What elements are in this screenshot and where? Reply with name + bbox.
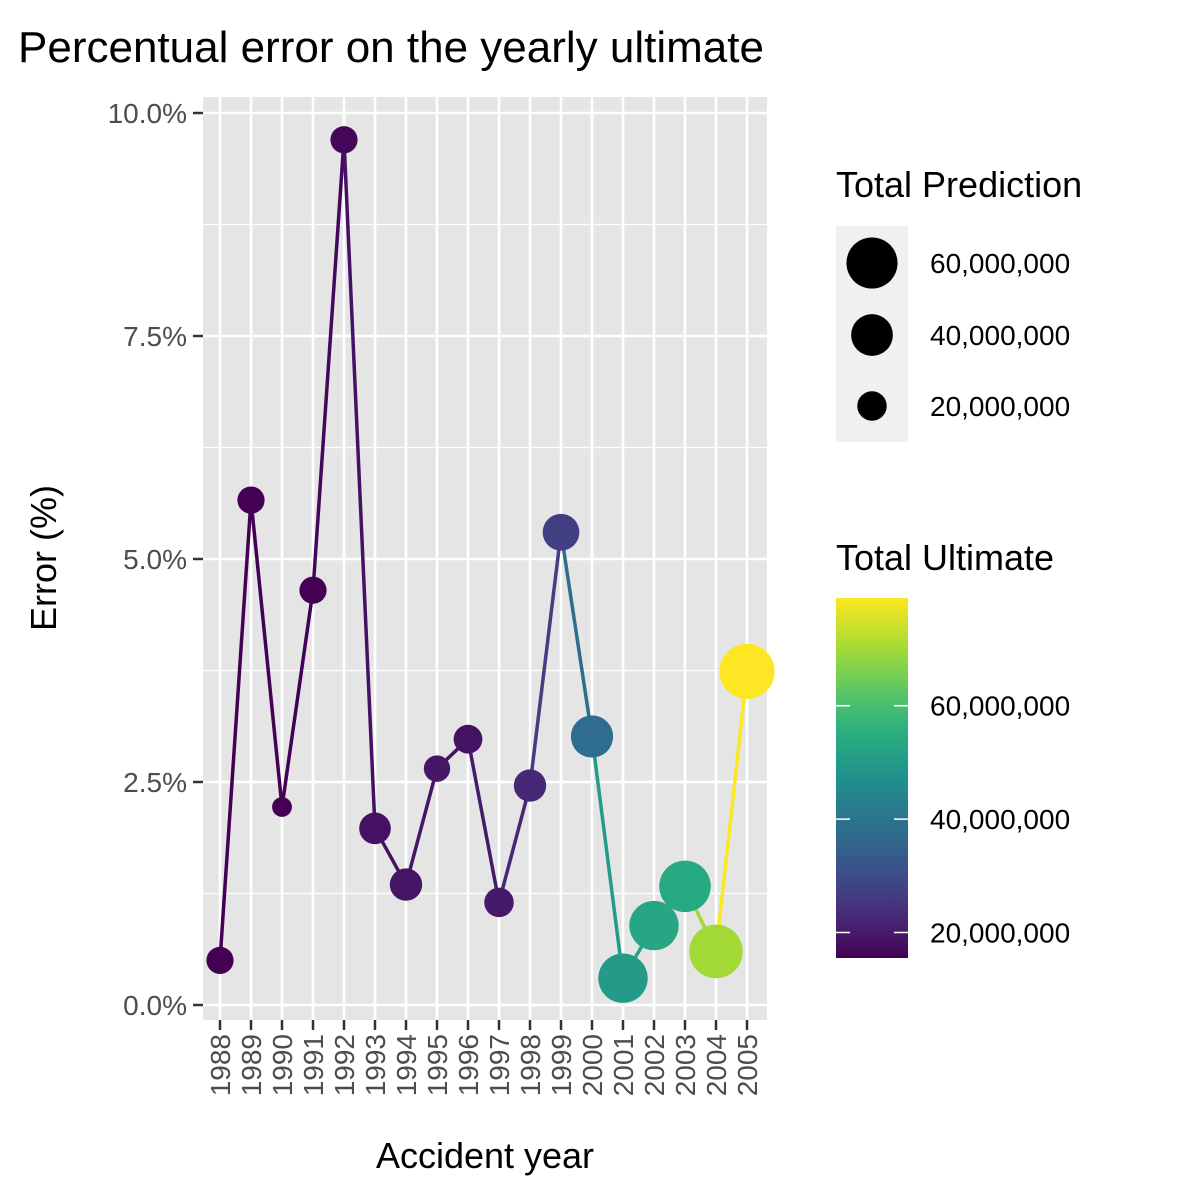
legend-color-label: 60,000,000 bbox=[930, 691, 1070, 722]
chart-title: Percentual error on the yearly ultimate bbox=[18, 23, 764, 72]
data-point-1991 bbox=[299, 576, 327, 604]
legend-colorbar bbox=[836, 598, 908, 958]
legend-size-label: 40,000,000 bbox=[930, 320, 1070, 351]
legend-color-title: Total Ultimate bbox=[836, 537, 1054, 578]
data-point-1995 bbox=[423, 755, 451, 782]
x-tick-label: 1989 bbox=[236, 1034, 267, 1096]
x-tick-label: 1998 bbox=[515, 1034, 546, 1096]
legend-total-ultimate: Total Ultimate 60,000,000 40,000,000 20,00… bbox=[836, 537, 1070, 958]
data-point-2003 bbox=[659, 860, 711, 913]
y-tick-label: 10.0% bbox=[108, 98, 187, 129]
data-point-1988 bbox=[206, 946, 234, 975]
x-tick-label: 2005 bbox=[732, 1034, 763, 1096]
legend-color-label: 20,000,000 bbox=[930, 917, 1070, 948]
line-segment bbox=[311, 139, 346, 591]
x-tick-label: 1990 bbox=[267, 1034, 298, 1096]
data-point-1990 bbox=[272, 797, 292, 817]
data-point-2005 bbox=[719, 643, 775, 700]
legend-color-label: 40,000,000 bbox=[930, 804, 1070, 835]
data-point-1994 bbox=[389, 868, 423, 901]
data-point-2001 bbox=[598, 953, 648, 1003]
line-segment bbox=[342, 139, 377, 829]
y-tick-label: 2.5% bbox=[123, 767, 187, 798]
y-axis: 0.0% 2.5% 5.0% 7.5% 10.0% bbox=[108, 98, 203, 1021]
legend-size-label: 60,000,000 bbox=[930, 248, 1070, 279]
y-axis-title: Error (%) bbox=[23, 485, 64, 631]
x-tick-label: 1999 bbox=[546, 1034, 577, 1096]
x-axis-title: Accident year bbox=[376, 1135, 594, 1176]
x-tick-label: 1995 bbox=[422, 1034, 453, 1096]
line-segment bbox=[559, 531, 594, 737]
x-tick-label: 1993 bbox=[360, 1034, 391, 1096]
data-point-2002 bbox=[629, 900, 679, 951]
line-segment bbox=[714, 671, 749, 952]
data-point-1998 bbox=[513, 769, 547, 802]
data-point-1996 bbox=[453, 724, 483, 754]
data-point-1993 bbox=[359, 812, 391, 845]
line-segment bbox=[249, 499, 284, 808]
x-tick-label: 1997 bbox=[484, 1034, 515, 1096]
line-segment bbox=[280, 589, 315, 808]
y-tick-label: 0.0% bbox=[123, 990, 187, 1021]
line-segment bbox=[404, 768, 439, 886]
data-point-1999 bbox=[542, 513, 580, 551]
y-tick-label: 5.0% bbox=[123, 544, 187, 575]
x-tick-label: 2001 bbox=[608, 1034, 639, 1096]
x-tick-label: 1996 bbox=[453, 1034, 484, 1096]
data-point-1989 bbox=[237, 486, 265, 514]
line-segment bbox=[528, 532, 563, 786]
x-tick-label: 1992 bbox=[329, 1034, 360, 1096]
x-tick-label: 2000 bbox=[577, 1034, 608, 1096]
data-point-1997 bbox=[484, 887, 514, 918]
line-segment bbox=[218, 500, 253, 961]
data-point-1992 bbox=[330, 126, 358, 154]
legend-size-key bbox=[846, 237, 898, 289]
x-axis: 1988 1989 1990 1991 1992 1993 1994 1995 1996 1997… bbox=[205, 1020, 763, 1096]
line-segment bbox=[590, 736, 625, 979]
line-segment bbox=[497, 785, 532, 903]
x-tick-label: 1994 bbox=[391, 1034, 422, 1096]
legend-size-title: Total Prediction bbox=[836, 164, 1082, 205]
legend-size-key bbox=[857, 391, 887, 421]
x-tick-label: 2003 bbox=[670, 1034, 701, 1096]
legend-size-label: 20,000,000 bbox=[930, 391, 1070, 422]
x-tick-label: 1988 bbox=[205, 1034, 236, 1096]
data-point-2004 bbox=[689, 924, 743, 979]
line-segment bbox=[466, 738, 501, 903]
data-points bbox=[206, 126, 775, 1003]
x-tick-label: 2004 bbox=[701, 1034, 732, 1096]
grid-lines bbox=[203, 97, 767, 1020]
legend-size-key bbox=[851, 314, 893, 356]
data-point-2000 bbox=[570, 715, 614, 758]
x-tick-label: 2002 bbox=[639, 1034, 670, 1096]
x-tick-label: 1991 bbox=[298, 1034, 329, 1096]
y-tick-label: 7.5% bbox=[123, 321, 187, 352]
legend-total-prediction: Total Prediction 60,000,000 40,000,000 20,… bbox=[836, 164, 1082, 442]
